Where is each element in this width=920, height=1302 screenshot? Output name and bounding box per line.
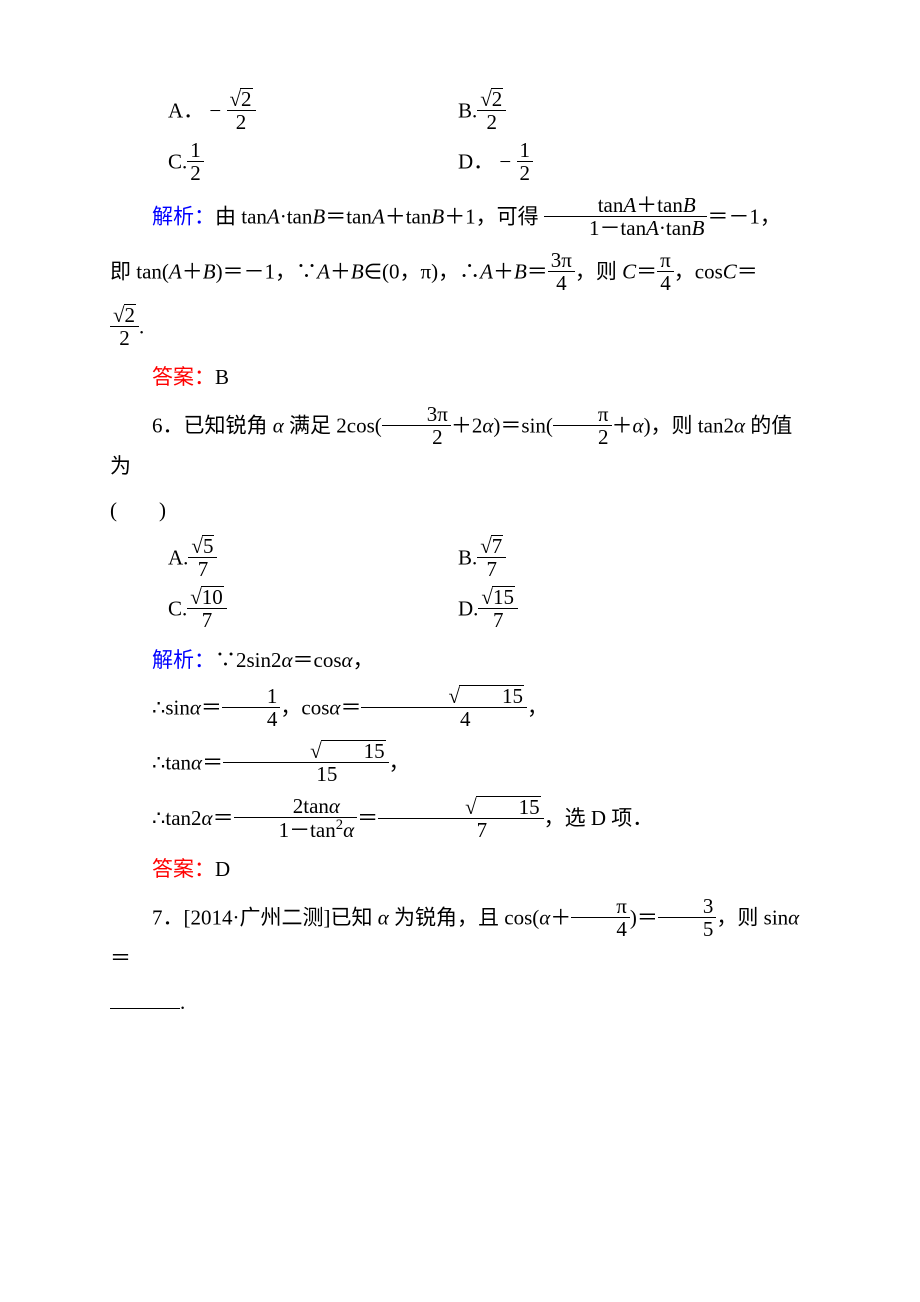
page: A． − 2 2 B. 2 2 C. 1 2 D． − 1 2	[0, 0, 920, 1302]
q6-analysis-1: 解析：∵2sin2α＝cosα，	[110, 644, 810, 678]
choice-D: D． − 1 2	[458, 141, 533, 186]
q6-choice-B: B. 7 7	[458, 537, 506, 582]
choice-A-sign: −	[209, 98, 221, 122]
choice-A: A． − 2 2	[168, 90, 458, 135]
analysis-label: 解析：	[152, 205, 215, 229]
q6-analysis-4: ∴tan2α＝2tanα1－tan2α＝157，选 D 项．	[110, 797, 810, 843]
choice-D-frac: 1 2	[517, 139, 534, 184]
choice-B-frac: 2 2	[477, 88, 506, 133]
q7-source: [2014·广州二测]	[184, 905, 331, 929]
answer-label: 答案：	[152, 365, 215, 389]
choice-A-frac: 2 2	[227, 88, 256, 133]
q6-analysis-3: ∴tanα＝1515，	[110, 742, 810, 787]
q6-choice-D: D. 15 7	[458, 588, 518, 633]
q5-analysis-line1: 解析：由 tanA·tanB＝tanA＋tanB＋1，可得 tanA＋tanB …	[110, 196, 810, 241]
q5-answer-value: B	[215, 365, 229, 389]
q6-answer-value: D	[215, 857, 230, 881]
q5-analysis-line2: 即 tan(A＋B)＝－1，∵A＋B∈(0，π)，∴A＋B＝3π4，则 C＝π4…	[110, 251, 810, 296]
q5-analysis-line3: 2 2 .	[110, 306, 810, 351]
q6-stem: 6．已知锐角 α 满足 2cos(3π2＋2α)＝sin(π2＋α)，则 tan…	[110, 405, 810, 484]
q7-number: 7．	[152, 905, 184, 929]
answer-blank	[110, 987, 180, 1009]
choice-B-label: B.	[458, 98, 477, 122]
choice-C-label: C.	[168, 149, 187, 173]
q6-number: 6．	[152, 413, 184, 437]
choice-B: B. 2 2	[458, 90, 506, 135]
choice-A-label: A．	[168, 98, 204, 122]
choice-D-sign: −	[499, 149, 511, 173]
q5-big-frac: tanA＋tanB 1－tanA·tanB	[544, 194, 707, 239]
q6-analysis-2: ∴sinα＝14，cosα＝154，	[110, 687, 810, 732]
q7-stem: 7．[2014·广州二测]已知 α 为锐角，且 cos(α＋π4)＝35，则 s…	[110, 897, 810, 976]
q6-choice-C: C. 10 7	[168, 588, 458, 633]
q6-choice-A: A. 5 7	[168, 537, 458, 582]
choice-C-frac: 1 2	[187, 139, 204, 184]
q6-answer: 答案：D	[110, 853, 810, 887]
q6-paren: ( )	[110, 494, 810, 528]
choice-C: C. 1 2	[168, 141, 458, 186]
q5-answer: 答案：B	[110, 361, 810, 395]
q7-blank-line: .	[110, 986, 810, 1020]
choice-D-label: D．	[458, 149, 494, 173]
q6-choices-row2: C. 10 7 D. 15 7	[168, 588, 810, 633]
q5-choices-row2: C. 1 2 D． − 1 2	[168, 141, 810, 186]
q5-choices-row1: A． − 2 2 B. 2 2	[168, 90, 810, 135]
q6-choices-row1: A. 5 7 B. 7 7	[168, 537, 810, 582]
